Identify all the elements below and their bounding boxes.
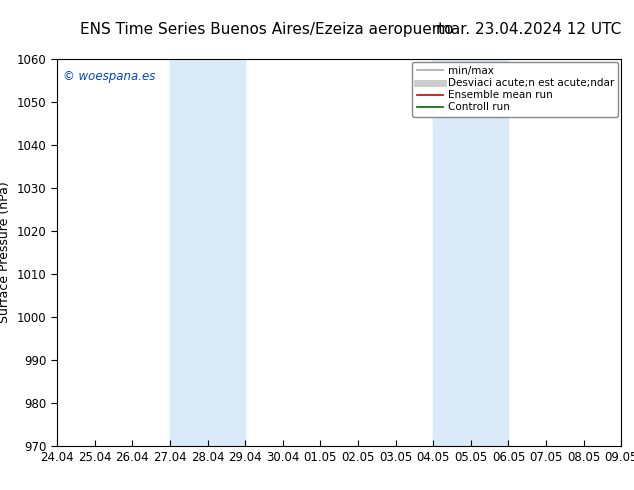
Bar: [433, 59, 508, 446]
Text: mar. 23.04.2024 12 UTC: mar. 23.04.2024 12 UTC: [436, 22, 621, 37]
Text: © woespana.es: © woespana.es: [63, 71, 155, 83]
Bar: [170, 59, 245, 446]
Text: ENS Time Series Buenos Aires/Ezeiza aeropuerto: ENS Time Series Buenos Aires/Ezeiza aero…: [79, 22, 453, 37]
Legend: min/max, Desviaci acute;n est acute;ndar, Ensemble mean run, Controll run: min/max, Desviaci acute;n est acute;ndar…: [412, 62, 618, 117]
Y-axis label: Surface Pressure (hPa): Surface Pressure (hPa): [0, 181, 11, 323]
